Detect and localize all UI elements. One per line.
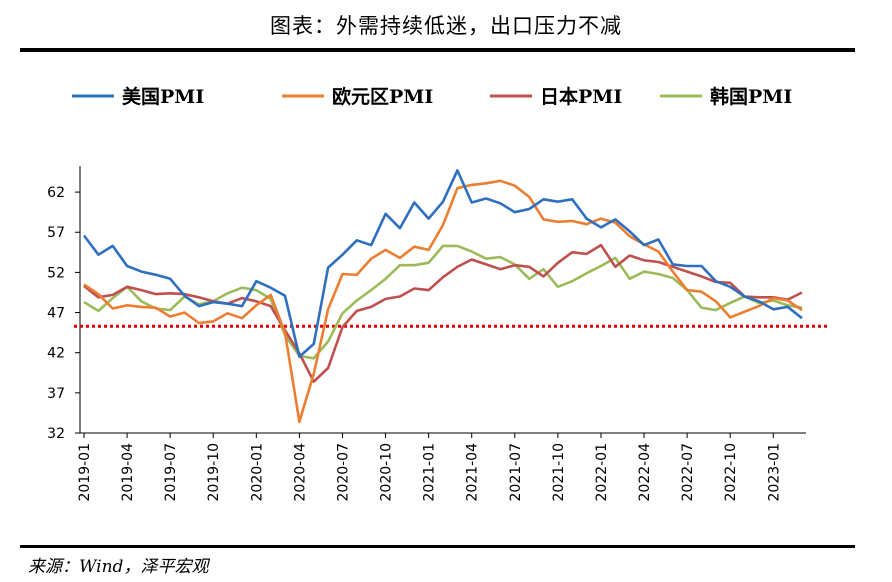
series-group (82, 169, 803, 424)
series-line-2 (83, 179, 803, 424)
y-tick-label: 52 (47, 265, 65, 281)
legend-label: 韩国PMI (710, 85, 792, 108)
y-tick-label: 57 (47, 225, 65, 241)
y-tick-label: 42 (47, 346, 65, 362)
x-tick-label: 2021-04 (465, 443, 481, 502)
x-tick-label: 2022-07 (680, 443, 696, 502)
x-tick-label: 2022-01 (594, 443, 610, 502)
x-tick-label: 2021-07 (508, 443, 524, 502)
x-tick-label: 2020-04 (292, 443, 308, 502)
chart-legend: 美国PMI 欧元区PMI 日本PMI 韩国PMI (72, 85, 792, 108)
x-tick-label: 2020-01 (249, 443, 265, 502)
footer-rule (20, 545, 855, 548)
chart-axes: 32 37 42 47 52 57 62 2019-01 2019-04 2019-07 2019-… (47, 166, 806, 502)
x-tick-label: 2021-10 (551, 443, 567, 502)
y-tick-label: 62 (47, 185, 65, 201)
legend-label: 欧元区PMI (332, 85, 433, 108)
source-note: 来源：Wind，泽平宏观 (28, 557, 209, 577)
x-tick-label: 2019-04 (120, 443, 136, 502)
y-tick-label: 47 (47, 306, 65, 322)
x-tick-label: 2023-01 (766, 443, 782, 502)
x-tick-label: 2021-01 (422, 443, 438, 502)
series-line-1 (82, 169, 803, 359)
x-tick-label: 2022-04 (637, 443, 653, 502)
x-tick-label: 2019-10 (206, 443, 222, 502)
x-tick-label: 2020-07 (335, 443, 351, 502)
legend-label: 日本PMI (540, 85, 622, 108)
pmi-line-chart: 美国PMI 欧元区PMI 日本PMI 韩国PMI 32 37 42 47 52 57 62 2019… (47, 85, 828, 502)
x-tick-label: 2020-10 (379, 443, 395, 502)
y-tick-label: 32 (47, 426, 65, 442)
y-tick-label: 37 (47, 386, 65, 402)
legend-label: 美国PMI (122, 85, 204, 108)
header-rule (20, 48, 855, 52)
x-tick-label: 2019-01 (77, 443, 93, 502)
page-title: 图表：外需持续低迷，出口压力不减 (270, 14, 622, 38)
x-tick-label: 2022-10 (723, 443, 739, 502)
series-line-3 (83, 243, 803, 383)
x-tick-label: 2019-07 (163, 443, 179, 502)
